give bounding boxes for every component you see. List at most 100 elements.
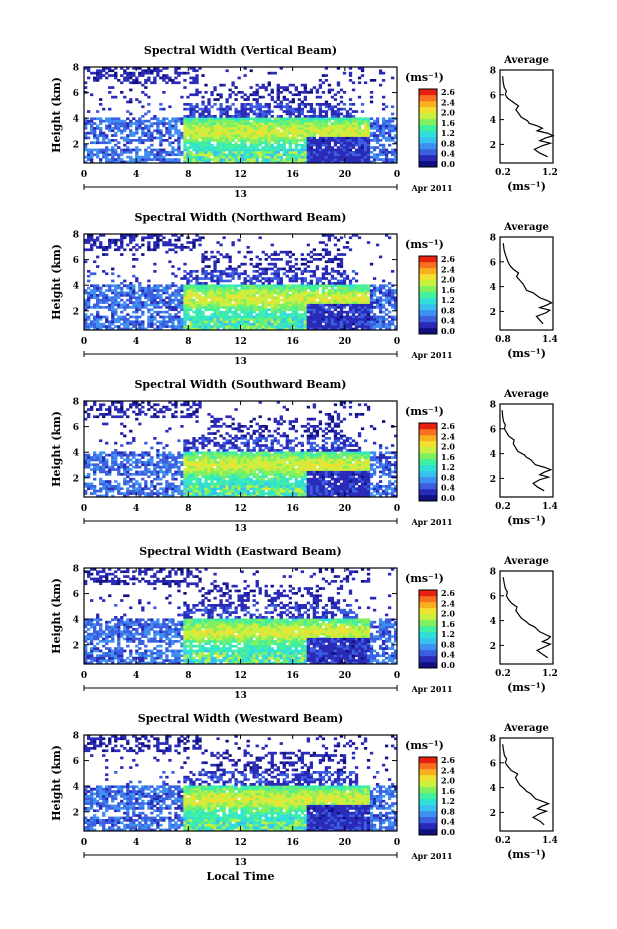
heatmap-cell <box>204 91 208 94</box>
heatmap-cell <box>183 318 187 321</box>
heatmap-cell <box>204 296 208 300</box>
heatmap-cell <box>183 246 187 249</box>
heatmap-cell <box>96 246 100 249</box>
heatmap-cell <box>231 117 235 121</box>
heatmap-cell <box>105 76 109 80</box>
heatmap-cell <box>324 134 329 137</box>
heatmap-cell <box>222 315 226 319</box>
heatmap-cell <box>360 67 365 70</box>
heatmap-cell <box>96 408 100 411</box>
heatmap-cell <box>324 308 329 312</box>
heatmap-cell <box>339 131 344 135</box>
heatmap-cell <box>117 487 121 491</box>
heatmap-cell <box>162 301 166 304</box>
heatmap-cell <box>147 315 151 319</box>
heatmap-cell <box>138 485 142 488</box>
heatmap-cell <box>372 315 377 319</box>
heatmap-cell <box>324 322 329 326</box>
heatmap-cell <box>186 296 190 300</box>
heatmap-cell <box>378 69 383 73</box>
heatmap-cell <box>132 410 136 414</box>
heatmap-cell <box>201 272 205 276</box>
heatmap-cell <box>276 158 280 161</box>
heatmap-cell <box>210 277 214 280</box>
heatmap-cell <box>147 303 151 307</box>
heatmap-cell <box>138 286 142 290</box>
heatmap-cell <box>252 274 256 278</box>
heatmap-cell <box>351 136 356 140</box>
heatmap-cell <box>306 243 311 247</box>
heatmap-cell <box>207 134 211 137</box>
heatmap-cell <box>252 98 256 101</box>
heatmap-cell <box>132 71 136 75</box>
heatmap-cell <box>237 158 241 161</box>
heatmap-cell <box>93 241 97 244</box>
heatmap-cell <box>249 315 253 319</box>
heatmap-cell <box>369 122 374 125</box>
heatmap-cell <box>222 322 226 326</box>
heatmap-cell <box>318 136 323 140</box>
heatmap-cell <box>345 284 350 288</box>
heatmap-cell <box>318 103 323 106</box>
heatmap-cell <box>192 320 196 324</box>
y-tick-label: 8 <box>73 231 79 241</box>
heatmap-cell <box>219 131 223 135</box>
heatmap-cell <box>207 146 211 149</box>
heatmap-cell <box>168 160 172 164</box>
heatmap-cell <box>312 296 317 300</box>
heatmap-cell <box>243 306 247 309</box>
heatmap-cell <box>315 327 320 331</box>
heatmap-cell <box>159 234 163 237</box>
heatmap-cell <box>126 465 130 469</box>
colorbar-swatch <box>419 161 437 168</box>
heatmap-cell <box>291 279 295 283</box>
heatmap-cell <box>348 282 353 285</box>
heatmap-cell <box>333 158 338 161</box>
heatmap-cell <box>102 470 106 474</box>
heatmap-cell <box>291 277 295 280</box>
heatmap-cell <box>300 289 304 292</box>
heatmap-cell <box>258 267 262 271</box>
heatmap-cell <box>150 286 154 290</box>
heatmap-cell <box>261 289 265 292</box>
heatmap-cell <box>327 143 332 147</box>
heatmap-cell <box>216 124 220 128</box>
heatmap-cell <box>87 318 91 321</box>
heatmap-cell <box>141 306 145 309</box>
heatmap-cell <box>255 83 259 87</box>
heatmap-cell <box>111 134 115 137</box>
heatmap-cell <box>96 325 100 328</box>
heatmap-cell <box>243 131 247 135</box>
heatmap-cell <box>189 327 193 331</box>
heatmap-cell <box>252 158 256 161</box>
heatmap-cell <box>387 303 392 307</box>
heatmap-cell <box>201 310 205 314</box>
heatmap-cell <box>102 415 106 419</box>
heatmap-cell <box>273 272 277 276</box>
heatmap-cell <box>348 294 353 297</box>
heatmap-cell <box>237 289 241 292</box>
heatmap-cell <box>309 91 314 94</box>
heatmap-cell <box>189 272 193 276</box>
heatmap-cell <box>129 98 133 101</box>
heatmap-cell <box>345 298 350 302</box>
heatmap-cell <box>138 122 142 125</box>
heatmap-cell <box>291 325 295 328</box>
heatmap-cell <box>255 131 259 135</box>
heatmap-cell <box>183 148 187 152</box>
heatmap-cell <box>138 301 142 304</box>
heatmap-cell <box>147 241 151 244</box>
heatmap-cell <box>117 286 121 290</box>
heatmap-cell <box>315 320 320 324</box>
heatmap-cell <box>240 272 244 276</box>
heatmap-cell <box>195 274 199 278</box>
heatmap-cell <box>297 284 301 288</box>
heatmap-cell <box>240 306 244 309</box>
heatmap-cell <box>297 129 301 133</box>
heatmap-cell <box>84 320 88 324</box>
heatmap-cell <box>273 306 277 309</box>
heatmap-cell <box>312 270 317 273</box>
heatmap-cell <box>111 241 115 244</box>
heatmap-cell <box>345 151 350 154</box>
heatmap-cell <box>297 107 301 111</box>
